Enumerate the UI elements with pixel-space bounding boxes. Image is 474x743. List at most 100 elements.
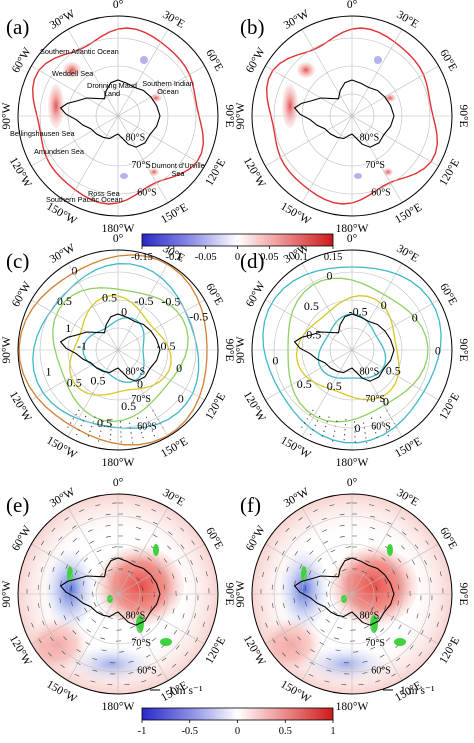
map-frame [251,249,453,451]
antarctica-coastline [293,557,395,626]
contour-label: 0 [72,264,78,278]
contour-label: 0.5 [327,379,342,393]
stipple-dot [110,429,112,431]
latitude-label: 60°S [137,421,157,432]
meridian-line [351,349,403,437]
wind-vector [47,550,51,556]
wind-vector [329,504,335,507]
longitude-label: 90°W [1,336,13,363]
stipple-dot [145,416,148,418]
stipple-dot [363,422,365,424]
meridian-line [351,543,439,595]
wind-vector [184,577,187,583]
wind-vector [416,613,419,619]
colorbar-tick-label: 0.05 [260,252,278,263]
meridian-line [301,593,353,681]
wind-vector [365,636,371,640]
stipple-dot [316,420,318,422]
contour-label: 0 [435,344,441,358]
colorbar-tick-label: -1 [138,726,147,737]
contour-label: 0.5 [57,294,72,308]
wind-vector [272,638,276,643]
wind-vector [325,619,330,623]
stipple-dot [138,422,140,424]
wind-vector [95,504,101,507]
longitude-label: 0° [347,233,358,245]
wind-vector [407,630,412,635]
sic-positive-patch [297,62,315,78]
stipple-dot [75,414,77,416]
wind-vector [74,570,78,576]
wind-vector [397,558,402,563]
contour-label: 0 [381,298,387,312]
latitude-label: 60°S [137,665,157,676]
contour-label: 0 [137,377,143,391]
wind-vector [318,607,322,613]
wind-vector [344,557,350,559]
significance-patch [341,595,347,603]
wind-vector [283,602,285,608]
wind-vector [334,637,340,640]
longitude-label: 90°E [223,338,235,361]
wind-vector [369,515,375,518]
contour-label: 0 [176,361,182,375]
latitude-label: 80°S [126,367,146,378]
wind-vector [339,513,345,516]
antarctica-coastline [59,313,161,382]
latitude-label: 80°S [360,133,380,144]
wind-vector [85,642,91,646]
wind-vector [261,606,263,612]
wind-vector [33,555,36,561]
panel-label: (a) [6,15,29,39]
wind-vector [401,545,405,550]
region-label: Southern Indian Ocean [142,79,194,96]
wind-vector [332,560,337,565]
wind-vector [370,646,376,650]
meridian-line [351,349,439,401]
meridian-line [301,263,353,351]
wind-vector [76,649,81,653]
longitude-label: 90°E [457,582,469,605]
wind-vector [400,516,406,521]
meridian-line [301,507,353,595]
wind-vector [297,615,301,620]
colorbar-bottom-bar [141,707,334,721]
wind-vector [379,666,385,670]
wind-vector [72,630,77,635]
wind-vector [51,527,56,532]
stipple-dot [304,422,306,424]
panel-b: 0°30°E60°E90°E120°E150°E180°W150°W120°W9… [235,0,469,235]
stipple-dot [343,439,345,441]
wind-vector [63,636,67,641]
wind-vector [135,504,141,506]
wind-vector [93,581,97,587]
stipple-dot [354,426,356,428]
longitude-label: 180°W [336,457,369,469]
stipple-dot [353,421,356,423]
meridian-line [351,115,439,167]
meridian-line [117,593,169,681]
wind-vector [369,538,375,541]
stipple-dot [129,427,131,429]
stipple-dot [151,430,153,432]
wind-vector [98,560,103,565]
longitude-label: 60°W [10,280,34,309]
wind-vector [320,629,325,633]
stipple-dot [344,424,347,426]
map-frame [17,493,219,695]
longitude-label: 120°W [7,155,34,189]
contour-label: 0.5 [91,374,106,388]
contour-label: -0.5 [135,294,154,308]
contour-label: -1 [77,339,87,353]
wind-vector [101,649,107,652]
longitude-label: 0° [347,0,358,11]
stipple-dot [371,417,373,419]
longitude-label: 0° [113,477,124,489]
contour-label: 0 [383,394,389,408]
significance-patch [301,566,307,582]
wind-vector [418,651,423,657]
stipple-dot [120,436,122,438]
longitude-label: 90°W [235,580,247,607]
wind-vector [381,557,386,561]
stipple-dot [119,421,122,423]
